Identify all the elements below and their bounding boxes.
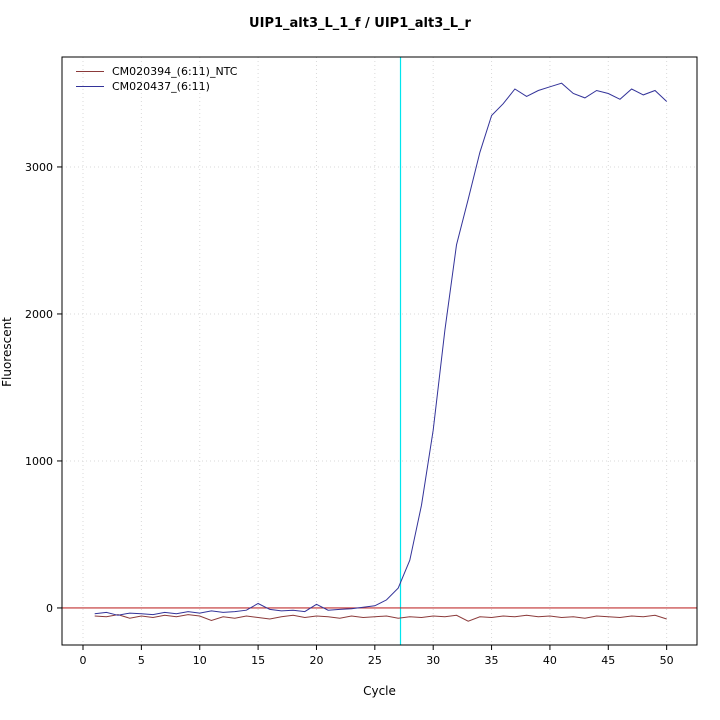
legend-item-sample: CM020437_(6:11) xyxy=(76,79,237,94)
svg-text:20: 20 xyxy=(309,654,323,667)
svg-text:2000: 2000 xyxy=(25,308,53,321)
legend-label-sample: CM020437_(6:11) xyxy=(112,80,210,93)
svg-text:3000: 3000 xyxy=(25,161,53,174)
svg-text:15: 15 xyxy=(251,654,265,667)
legend-line-swatch-sample xyxy=(76,86,104,87)
legend-line-swatch-ntc xyxy=(76,71,104,72)
x-axis-label: Cycle xyxy=(363,684,396,698)
svg-text:0: 0 xyxy=(46,602,53,615)
svg-text:50: 50 xyxy=(660,654,674,667)
svg-text:10: 10 xyxy=(193,654,207,667)
legend-label-ntc: CM020394_(6:11)_NTC xyxy=(112,65,238,78)
svg-text:40: 40 xyxy=(543,654,557,667)
svg-text:25: 25 xyxy=(368,654,382,667)
svg-text:5: 5 xyxy=(138,654,145,667)
svg-text:45: 45 xyxy=(601,654,615,667)
chart-title: UIP1_alt3_L_1_f / UIP1_alt3_L_r xyxy=(249,16,471,31)
legend-item-ntc: CM020394_(6:11)_NTC xyxy=(76,64,237,79)
svg-text:0: 0 xyxy=(80,654,87,667)
legend: CM020394_(6:11)_NTC CM020437_(6:11) xyxy=(76,64,237,94)
svg-text:30: 30 xyxy=(426,654,440,667)
svg-text:35: 35 xyxy=(485,654,499,667)
svg-text:1000: 1000 xyxy=(25,455,53,468)
y-axis-label: Fluorescent xyxy=(0,317,14,387)
